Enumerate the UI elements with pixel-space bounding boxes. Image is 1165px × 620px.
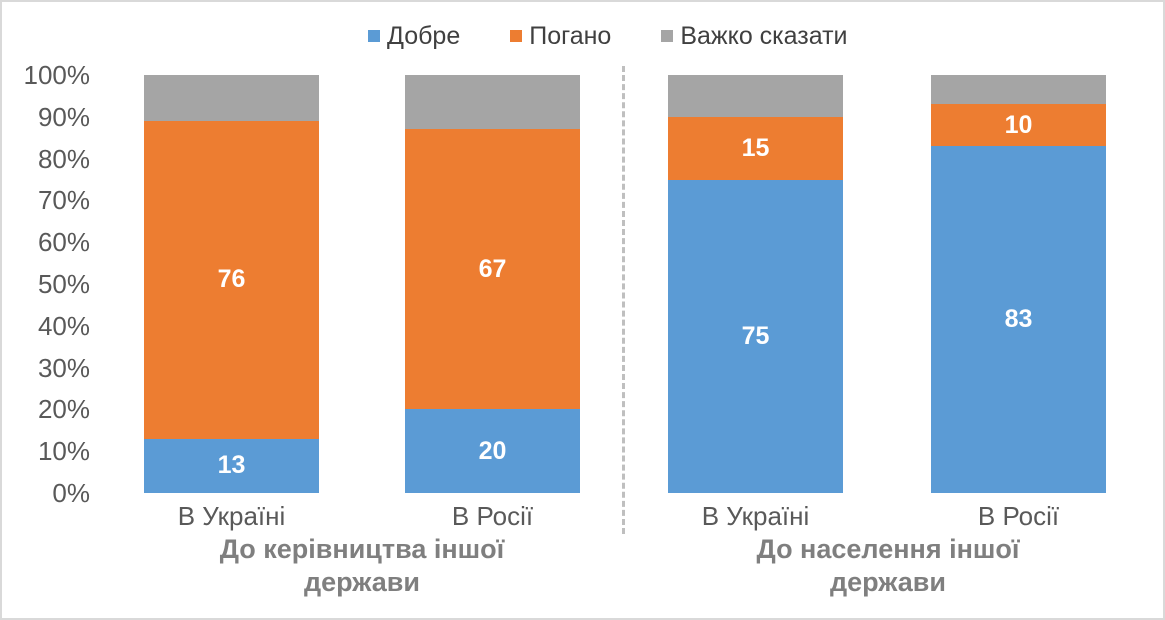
legend-swatch-icon xyxy=(368,30,380,42)
bar-segment: 67 xyxy=(405,129,580,410)
bar-segment: 76 xyxy=(144,121,319,439)
bar-column: 83 10 xyxy=(931,75,1106,493)
group-title: До населення іншої держави xyxy=(756,534,1020,597)
chart-legend: Добре Погано Важко сказати xyxy=(368,22,848,50)
bar-segment: 15 xyxy=(668,116,843,180)
y-axis-tick-label: 40% xyxy=(37,310,90,341)
bar-data-label: 15 xyxy=(741,133,770,162)
bar-data-label: 76 xyxy=(217,265,246,294)
legend-swatch-icon xyxy=(510,30,523,42)
bar-segment: 83 xyxy=(931,146,1106,493)
bar-data-label: 75 xyxy=(741,321,770,350)
legend-label: Добре xyxy=(387,21,461,50)
bar-segment xyxy=(405,75,580,130)
bar-data-label: 83 xyxy=(1004,305,1033,334)
bar-segment: 20 xyxy=(405,409,580,493)
legend-swatch-icon xyxy=(661,30,674,42)
legend-item: Погано xyxy=(510,22,611,51)
bar-column: 20 67 xyxy=(405,75,580,493)
y-axis-tick-label: 10% xyxy=(37,436,90,467)
bar-data-label: 10 xyxy=(1004,110,1033,139)
y-axis-tick-label: 20% xyxy=(37,394,90,425)
y-axis-tick-label: 60% xyxy=(37,227,90,258)
category-label: В Росії xyxy=(451,501,534,531)
bar-segment: 13 xyxy=(144,438,319,493)
category-label: В Росії xyxy=(977,501,1060,531)
bar-segment xyxy=(144,75,319,121)
category-label: В Україні xyxy=(701,501,810,531)
bar-segment: 10 xyxy=(931,104,1106,147)
bar-data-label: 20 xyxy=(478,436,507,465)
bar-column: 75 15 xyxy=(668,75,843,493)
legend-item: Важко сказати xyxy=(661,21,848,51)
legend-item: Добре xyxy=(368,22,460,51)
y-axis-tick-label: 80% xyxy=(37,143,90,174)
bar-column: 13 76 xyxy=(144,75,319,493)
bar-segment xyxy=(668,75,843,117)
y-axis-tick-label: 100% xyxy=(23,60,91,90)
category-label: В Україні xyxy=(177,501,286,531)
y-axis-tick-label: 90% xyxy=(37,101,90,132)
y-axis-tick-label: 0% xyxy=(52,478,90,508)
group-divider-dashed-line xyxy=(622,66,625,534)
y-axis-tick-label: 50% xyxy=(37,269,90,299)
bar-data-label: 67 xyxy=(478,254,507,283)
bar-segment: 75 xyxy=(668,179,843,493)
y-axis-tick-label: 30% xyxy=(37,352,90,383)
bar-data-label: 13 xyxy=(217,451,246,480)
bar-segment xyxy=(931,75,1106,105)
group-title: До керівництва іншої держави xyxy=(219,534,505,597)
y-axis-tick-label: 70% xyxy=(37,185,90,216)
legend-label: Важко сказати xyxy=(680,21,848,50)
legend-label: Погано xyxy=(529,21,612,50)
